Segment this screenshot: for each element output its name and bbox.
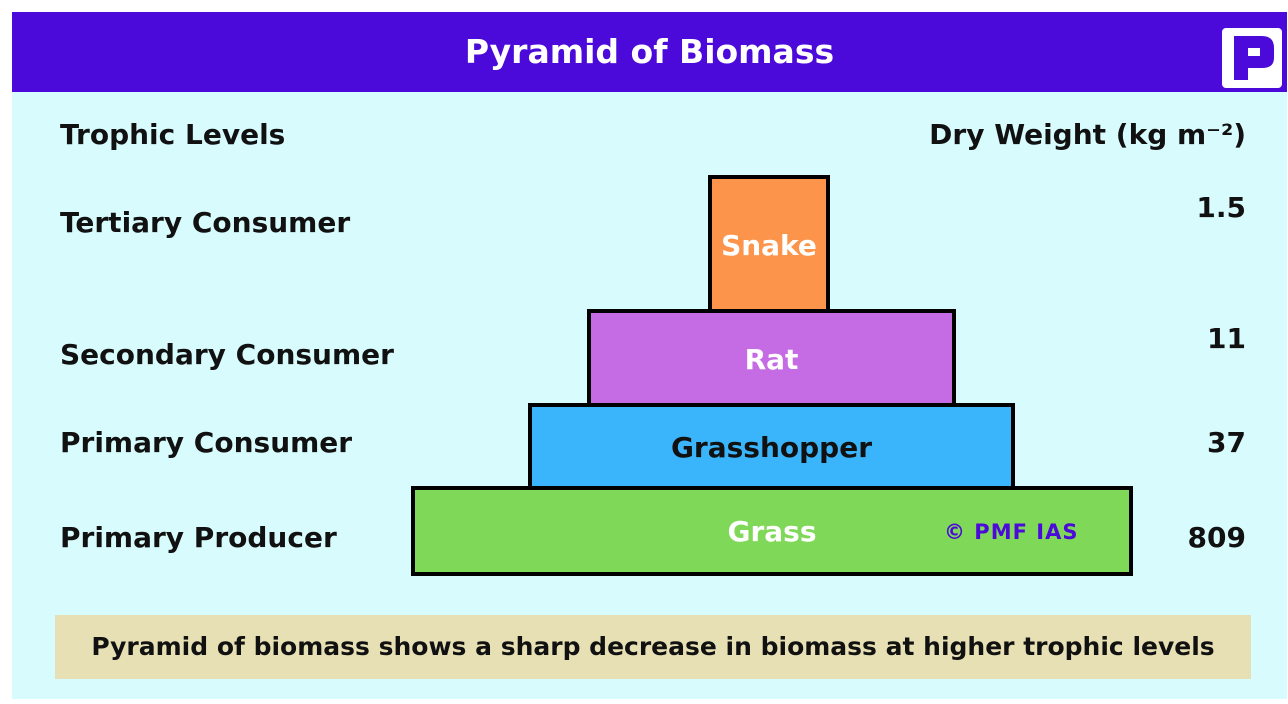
level-label-producer: Primary Producer [60, 521, 337, 554]
organism-label-rat: Rat [744, 343, 799, 376]
level-label-secondary: Secondary Consumer [60, 338, 394, 371]
trophic-levels-header: Trophic Levels [60, 118, 286, 151]
pyramid-block-secondary: Rat [587, 309, 956, 407]
organism-label-snake: Snake [721, 229, 817, 262]
page-title: Pyramid of Biomass [464, 32, 835, 71]
weight-tertiary: 1.5 [1196, 191, 1246, 224]
weight-primary-consumer: 37 [1207, 426, 1246, 459]
copyright-watermark: © PMF IAS [944, 520, 1079, 544]
organism-label-grasshopper: Grasshopper [670, 431, 873, 464]
pyramid-block-primary-consumer: Grasshopper [528, 403, 1015, 492]
footer-caption: Pyramid of biomass shows a sharp decreas… [55, 615, 1251, 679]
weight-producer: 809 [1187, 521, 1246, 554]
title-banner: Pyramid of Biomass [12, 12, 1287, 92]
organism-label-grass: Grass [727, 515, 817, 548]
weight-secondary: 11 [1207, 322, 1246, 355]
dry-weight-header: Dry Weight (kg m⁻²) [929, 118, 1246, 151]
level-label-tertiary: Tertiary Consumer [60, 206, 351, 239]
pyramid-block-tertiary: Snake [708, 175, 830, 313]
pyramid-block-producer: Grass [411, 486, 1133, 576]
level-label-primary-consumer: Primary Consumer [60, 426, 353, 459]
pmf-logo-icon [1222, 28, 1282, 88]
